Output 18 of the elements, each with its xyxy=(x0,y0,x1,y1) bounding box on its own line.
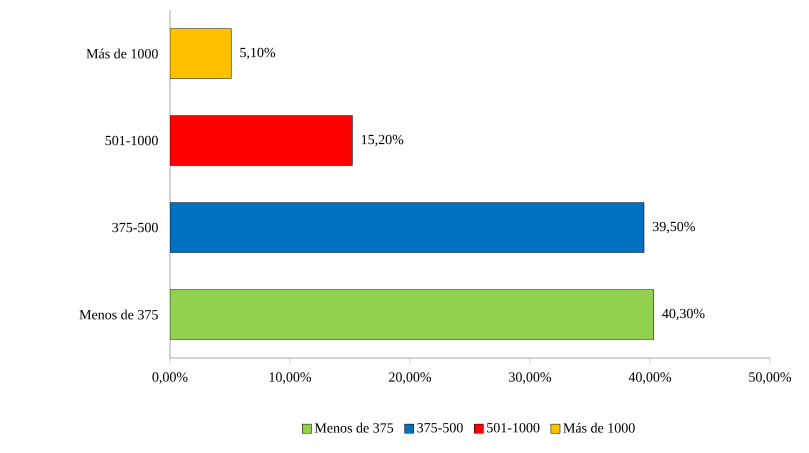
y-tick-label: Menos de 375 xyxy=(79,310,158,320)
x-tick-label: 50,00% xyxy=(749,372,792,384)
y-tick-label: 375-500 xyxy=(112,222,158,232)
data-label: 40,30% xyxy=(662,308,705,320)
data-label: 5,10% xyxy=(240,48,276,60)
x-tick-label: 20,00% xyxy=(389,372,432,384)
x-tick-label: 40,00% xyxy=(628,372,672,384)
legend-label: Más de 1000 xyxy=(563,422,635,433)
legend-label: 501-1000 xyxy=(487,422,540,432)
legend-label: Menos de 375 xyxy=(314,422,394,433)
x-tick-label: 10,00% xyxy=(270,372,312,384)
x-tick-label: 0,00% xyxy=(152,372,188,384)
legend-label: 375-500 xyxy=(417,422,463,432)
y-tick-label: 501-1000 xyxy=(106,136,158,146)
data-label: 15,20% xyxy=(362,134,404,146)
y-tick-label: Más de 1000 xyxy=(86,48,158,58)
data-label: 39,50% xyxy=(652,222,695,234)
x-tick-label: 30,00% xyxy=(509,372,552,384)
